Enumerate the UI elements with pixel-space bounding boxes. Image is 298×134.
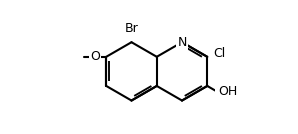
Text: Cl: Cl [213, 47, 226, 60]
Text: O: O [90, 50, 100, 63]
Text: OH: OH [218, 85, 237, 98]
Text: N: N [177, 36, 187, 49]
Text: Br: Br [125, 22, 138, 35]
